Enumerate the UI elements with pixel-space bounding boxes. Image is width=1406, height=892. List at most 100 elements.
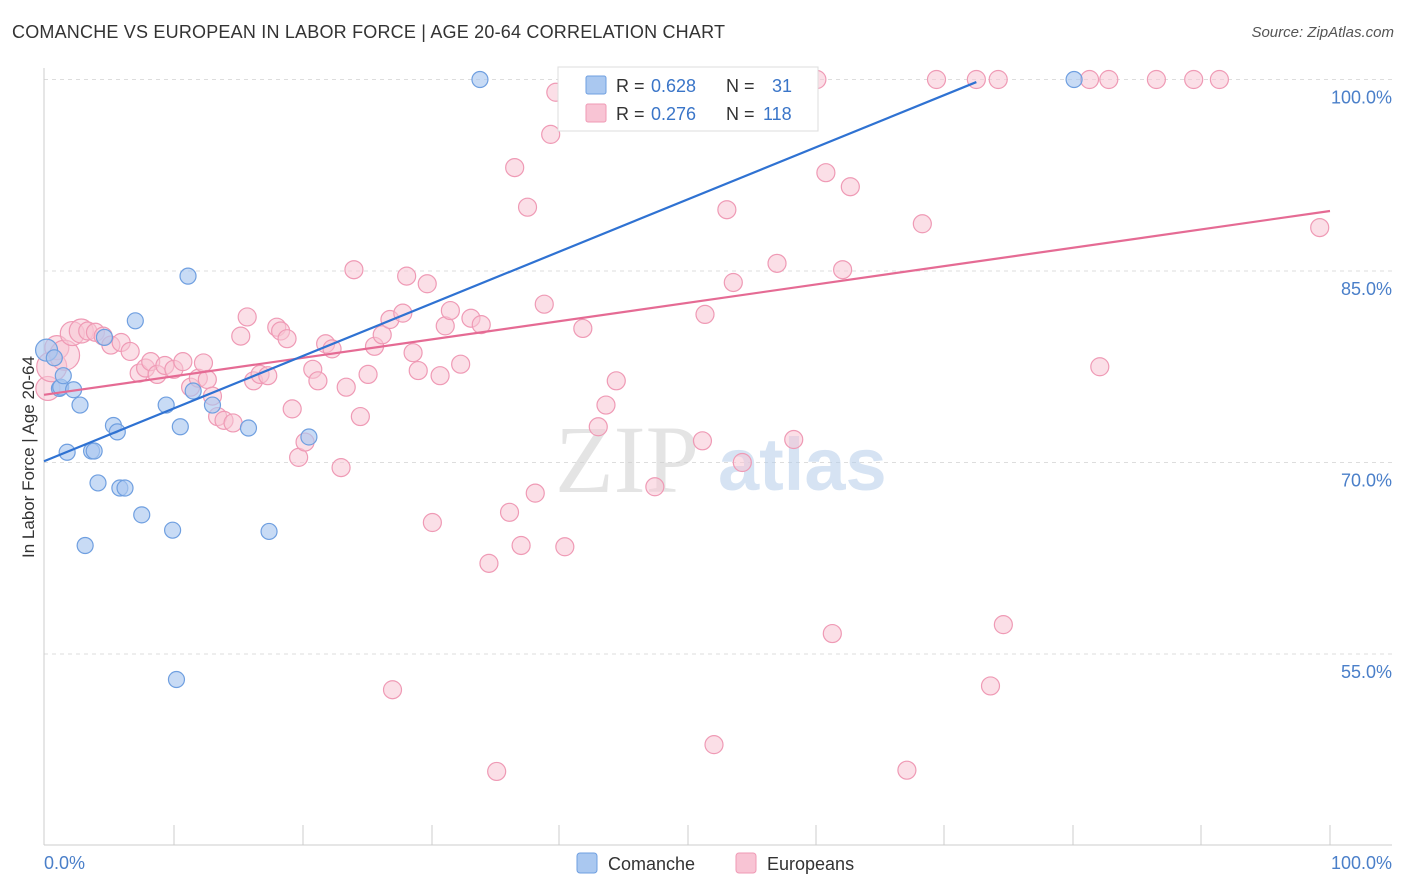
europeans-point — [372, 325, 392, 345]
y-tick-label: 100.0% — [1331, 88, 1392, 108]
comanche-point — [1065, 70, 1083, 89]
bottom-legend-swatch-comanche — [576, 852, 598, 874]
europeans-point — [993, 615, 1013, 635]
europeans-point — [573, 318, 593, 339]
europeans-trend-line — [43, 209, 1331, 396]
europeans-point — [517, 197, 538, 217]
europeans-point — [173, 352, 193, 372]
comanche-point — [71, 396, 89, 414]
europeans-point — [833, 260, 853, 280]
europeans-point — [816, 163, 836, 183]
legend-swatch-comanche — [585, 75, 607, 95]
europeans-point — [596, 395, 616, 415]
axes — [43, 68, 1392, 846]
legend-r-value-comanche: 0.628 — [651, 76, 696, 96]
comanche-point — [260, 522, 278, 541]
europeans-point — [336, 377, 356, 397]
chart-title: COMANCHE VS EUROPEAN IN LABOR FORCE | AG… — [12, 22, 726, 42]
y-tick-label: 85.0% — [1341, 279, 1392, 299]
europeans-point — [980, 676, 1001, 696]
europeans-point — [417, 274, 437, 294]
legend-n-value-comanche: 31 — [772, 76, 792, 96]
comanche-point — [164, 521, 182, 539]
comanche-point — [76, 536, 94, 555]
comanche-point — [167, 670, 186, 689]
y-axis-label: In Labor Force | Age 20-64 — [19, 356, 38, 558]
europeans-point — [505, 157, 525, 178]
europeans-point — [767, 253, 787, 273]
comanche-point — [203, 396, 222, 414]
europeans-point — [193, 353, 214, 373]
comanche-point — [126, 312, 144, 330]
europeans-point — [282, 399, 302, 419]
stats-legend: R = 0.628 N = 31 R = 0.276 N = 118 — [557, 66, 819, 132]
europeans-point — [1099, 69, 1119, 90]
europeans-point — [499, 502, 520, 522]
europeans-point — [912, 214, 932, 234]
comanche-point — [54, 367, 72, 385]
europeans-point — [555, 537, 575, 557]
europeans-point — [231, 326, 251, 346]
europeans-point — [534, 294, 554, 314]
europeans-point — [692, 431, 713, 451]
europeans-point — [1310, 217, 1330, 238]
europeans-point — [695, 304, 715, 325]
comanche-point — [471, 70, 489, 89]
series-legend: Comanche Europeans — [576, 852, 854, 874]
europeans-point — [723, 272, 743, 293]
europeans-point — [897, 760, 917, 780]
bottom-legend-label-europeans: Europeans — [767, 854, 854, 874]
europeans-point — [645, 477, 665, 497]
europeans-point — [237, 307, 257, 327]
europeans-point — [541, 124, 561, 144]
europeans-point — [525, 483, 545, 503]
europeans-point — [422, 512, 442, 533]
europeans-point — [1209, 69, 1230, 90]
europeans-point — [732, 452, 752, 473]
comanche-point — [85, 442, 103, 460]
europeans-point — [1184, 69, 1204, 90]
europeans-point — [120, 341, 140, 362]
europeans-point — [430, 366, 450, 386]
europeans-point — [277, 329, 297, 349]
europeans-point — [382, 680, 403, 700]
europeans-point — [840, 177, 860, 197]
comanche-point — [239, 419, 258, 437]
comanche-point — [179, 267, 197, 285]
europeans-point — [223, 413, 243, 433]
comanche-point — [45, 349, 63, 367]
bottom-legend-swatch-europeans — [735, 852, 757, 874]
europeans-point — [704, 735, 724, 755]
x-tick-max: 100.0% — [1331, 853, 1392, 873]
europeans-point — [1079, 69, 1100, 90]
europeans-point — [479, 553, 499, 573]
comanche-point — [184, 382, 202, 400]
y-tick-label: 70.0% — [1341, 471, 1392, 491]
europeans-point — [1146, 69, 1166, 90]
bottom-legend-label-comanche: Comanche — [608, 854, 695, 874]
europeans-point — [511, 535, 531, 556]
europeans-point — [350, 406, 370, 427]
europeans-point — [308, 371, 328, 391]
europeans-point — [440, 300, 460, 321]
comanche-point — [300, 428, 318, 446]
europeans-point — [451, 354, 471, 374]
comanche-point — [171, 418, 189, 436]
europeans-point — [344, 260, 364, 280]
legend-r-value-europeans: 0.276 — [651, 104, 696, 124]
legend-r-label-europeans: R = — [616, 104, 645, 124]
source-credit: Source: ZipAtlas.com — [1251, 24, 1394, 41]
europeans-point — [784, 429, 804, 450]
europeans-point — [471, 315, 491, 335]
europeans-point — [408, 360, 428, 381]
comanche-point — [89, 474, 107, 492]
y-tick-label: 55.0% — [1341, 662, 1392, 682]
comanche-point — [116, 479, 134, 497]
watermark: ZIP atlas — [555, 406, 887, 513]
legend-n-value-europeans: 118 — [763, 104, 792, 124]
legend-r-label-comanche: R = — [616, 76, 645, 96]
europeans-point — [358, 364, 378, 385]
europeans-point — [331, 458, 351, 478]
comanche-point — [95, 328, 114, 346]
